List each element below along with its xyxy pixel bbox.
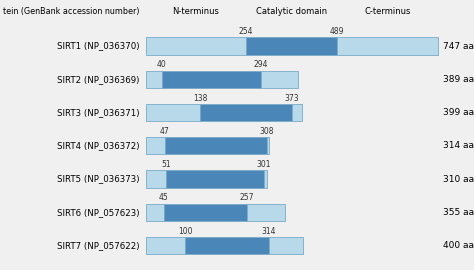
- Bar: [267, 137, 269, 154]
- Text: 138: 138: [193, 94, 208, 103]
- Text: SIRT6 (NP_057623): SIRT6 (NP_057623): [57, 208, 139, 217]
- Bar: [261, 71, 298, 88]
- Text: 301: 301: [256, 160, 271, 169]
- Bar: [269, 237, 302, 254]
- Text: SIRT7 (NP_057622): SIRT7 (NP_057622): [57, 241, 139, 250]
- Text: C-terminus: C-terminus: [365, 7, 411, 16]
- Bar: [146, 204, 164, 221]
- Bar: [146, 237, 185, 254]
- Text: 100: 100: [178, 227, 192, 236]
- Text: Catalytic domain: Catalytic domain: [255, 7, 327, 16]
- Bar: [146, 71, 162, 88]
- Text: 308: 308: [259, 127, 274, 136]
- Bar: [164, 137, 267, 154]
- Text: SIRT3 (NP_036371): SIRT3 (NP_036371): [57, 108, 139, 117]
- Text: 400 aa: 400 aa: [443, 241, 474, 250]
- Text: 399 aa: 399 aa: [443, 108, 474, 117]
- Bar: [146, 137, 164, 154]
- Text: N-terminus: N-terminus: [173, 7, 219, 16]
- Text: 310 aa: 310 aa: [443, 175, 474, 184]
- Text: 254: 254: [238, 27, 253, 36]
- Text: 314: 314: [262, 227, 276, 236]
- Text: SIRT5 (NP_036373): SIRT5 (NP_036373): [57, 175, 139, 184]
- Text: SIRT1 (NP_036370): SIRT1 (NP_036370): [57, 42, 139, 50]
- Text: 51: 51: [162, 160, 171, 169]
- Bar: [246, 37, 337, 55]
- Text: 47: 47: [160, 127, 170, 136]
- Text: 489: 489: [330, 27, 345, 36]
- Bar: [166, 170, 264, 188]
- Bar: [164, 204, 247, 221]
- Bar: [146, 104, 200, 121]
- Text: SIRT4 (NP_036372): SIRT4 (NP_036372): [57, 141, 139, 150]
- Text: 294: 294: [254, 60, 268, 69]
- Bar: [185, 237, 269, 254]
- Text: 314 aa: 314 aa: [443, 141, 474, 150]
- Bar: [146, 170, 166, 188]
- Text: tein (GenBank accession number): tein (GenBank accession number): [3, 7, 139, 16]
- Bar: [337, 37, 438, 55]
- Bar: [292, 104, 302, 121]
- Text: 40: 40: [157, 60, 167, 69]
- Text: 373: 373: [285, 94, 300, 103]
- Bar: [264, 170, 267, 188]
- Text: 257: 257: [239, 193, 254, 202]
- Text: 389 aa: 389 aa: [443, 75, 474, 84]
- Bar: [162, 71, 261, 88]
- Bar: [146, 37, 246, 55]
- Text: SIRT2 (NP_036369): SIRT2 (NP_036369): [57, 75, 139, 84]
- Text: 45: 45: [159, 193, 169, 202]
- Text: 747 aa: 747 aa: [443, 42, 474, 50]
- Bar: [200, 104, 292, 121]
- Text: 355 aa: 355 aa: [443, 208, 474, 217]
- Bar: [247, 204, 285, 221]
